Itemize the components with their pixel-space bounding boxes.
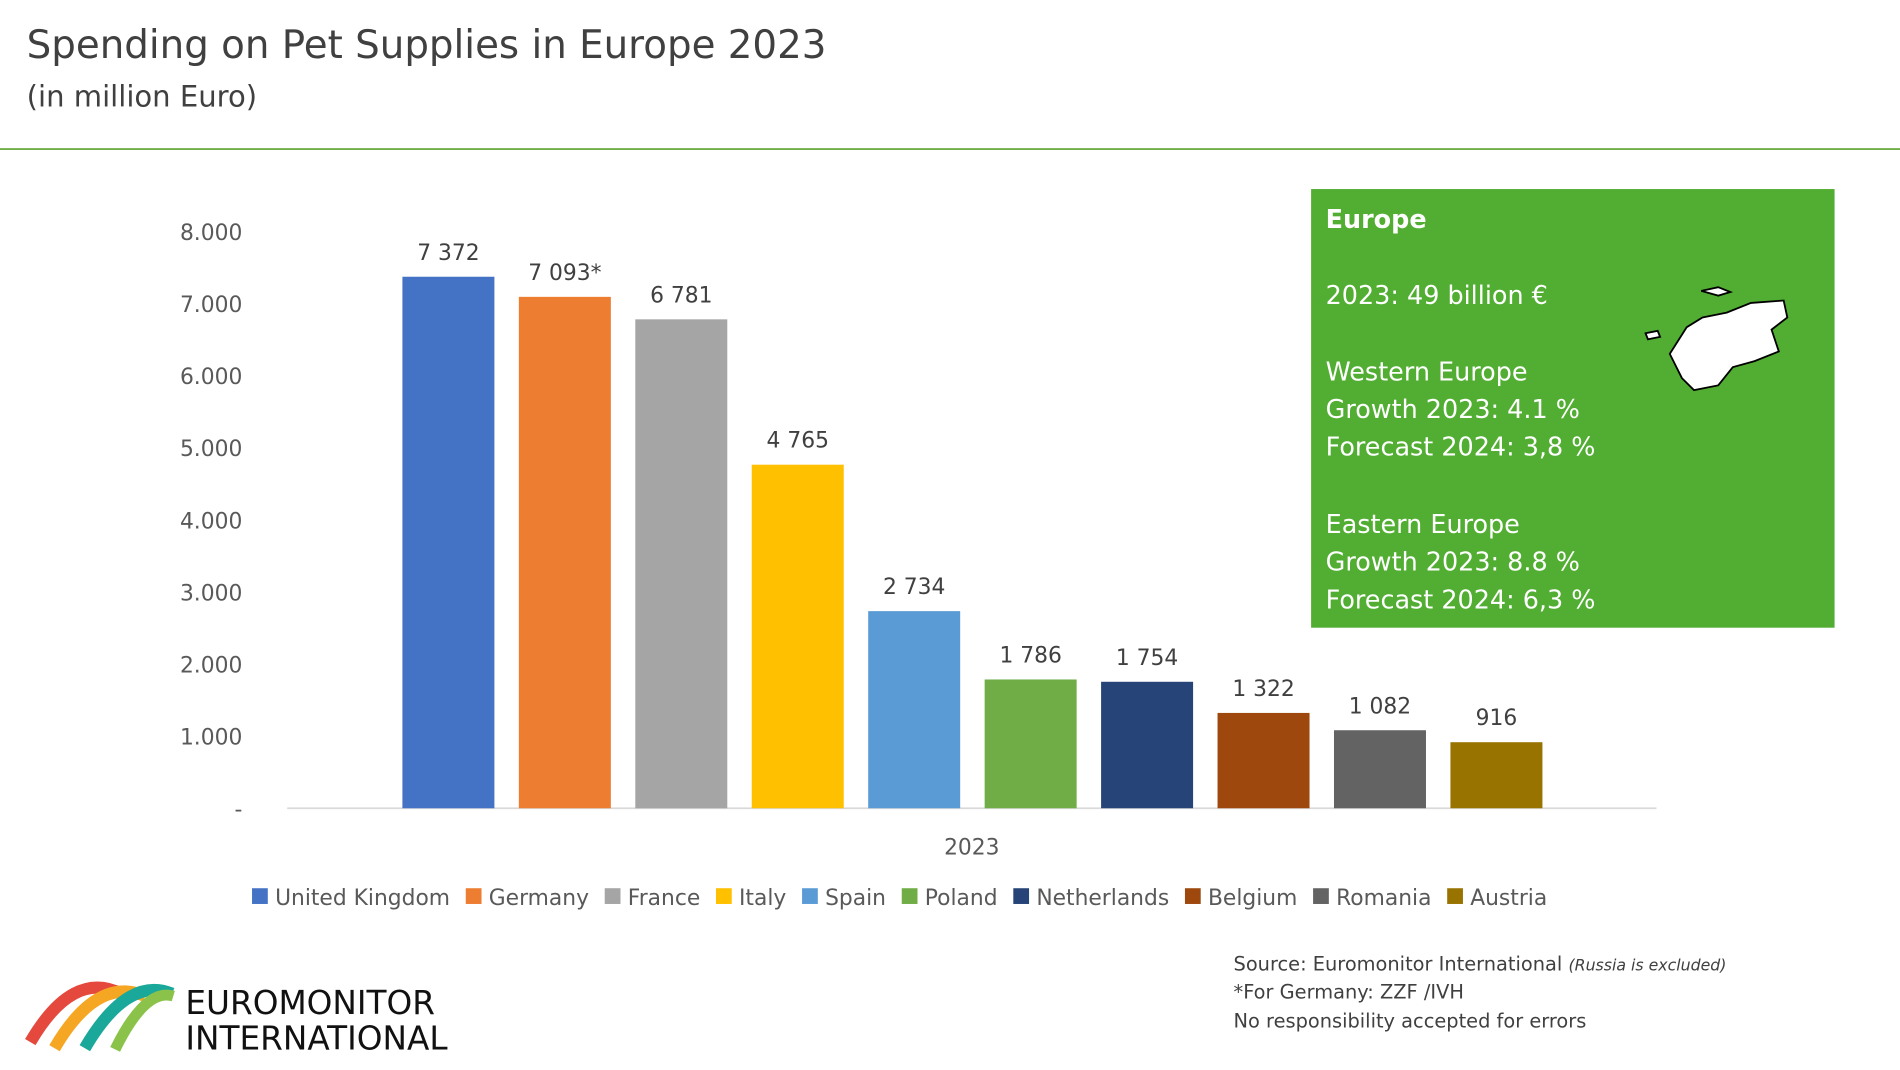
legend-swatch bbox=[1013, 888, 1030, 904]
value-label: 916 bbox=[1476, 706, 1518, 731]
legend-swatch bbox=[1313, 888, 1329, 904]
x-tick-label: 2023 bbox=[944, 835, 999, 860]
source-note: (Russia is excluded) bbox=[1568, 956, 1726, 975]
legend-label: Austria bbox=[1470, 886, 1547, 911]
logo-text: INTERNATIONAL bbox=[185, 1019, 448, 1057]
value-label: 7 093* bbox=[528, 261, 601, 286]
legend-label: Italy bbox=[739, 886, 786, 911]
legend-label: Netherlands bbox=[1036, 886, 1169, 911]
legend-label: United Kingdom bbox=[275, 886, 450, 911]
info-line: Growth 2023: 8.8 % bbox=[1326, 547, 1580, 577]
value-label: 7 372 bbox=[417, 241, 479, 266]
legend-swatch bbox=[1184, 888, 1201, 904]
bar bbox=[518, 296, 611, 809]
y-tick-label: 7.000 bbox=[180, 293, 242, 318]
bar bbox=[751, 464, 844, 809]
logo-text: EUROMONITOR bbox=[185, 984, 435, 1022]
value-label: 1 082 bbox=[1349, 694, 1411, 719]
value-label: 6 781 bbox=[650, 283, 712, 308]
bar bbox=[1333, 730, 1426, 809]
bar bbox=[868, 611, 961, 809]
info-box-bg bbox=[1311, 189, 1835, 628]
logo: EUROMONITOR INTERNATIONAL bbox=[25, 981, 448, 1057]
germany-note: *For Germany: ZZF /IVH bbox=[1234, 980, 1464, 1003]
source-text: Source: Euromonitor International bbox=[1234, 953, 1563, 976]
bar bbox=[1450, 742, 1543, 809]
legend-label: Poland bbox=[925, 886, 998, 911]
value-label: 1 786 bbox=[999, 644, 1061, 669]
info-line: Western Europe bbox=[1326, 357, 1528, 387]
europe-map bbox=[1644, 286, 1789, 392]
info-title: Europe bbox=[1326, 204, 1427, 234]
bar bbox=[402, 276, 495, 809]
y-tick-label: 6.000 bbox=[180, 365, 242, 390]
legend-swatch bbox=[252, 888, 268, 904]
subtitle: (in million Euro) bbox=[27, 80, 257, 114]
value-label: 4 765 bbox=[767, 429, 829, 454]
footer: Source: Euromonitor International (Russi… bbox=[1234, 953, 1727, 1033]
y-tick-label: 8.000 bbox=[180, 221, 242, 246]
bar bbox=[984, 679, 1077, 809]
source: Source: Euromonitor International (Russi… bbox=[1234, 953, 1727, 976]
y-tick-label: 4.000 bbox=[180, 509, 242, 534]
legend-label: Germany bbox=[489, 886, 589, 911]
value-label: 1 322 bbox=[1232, 677, 1294, 702]
legend-swatch bbox=[604, 888, 621, 904]
legend-label: France bbox=[628, 886, 700, 911]
info-line: Forecast 2024: 3,8 % bbox=[1326, 432, 1596, 462]
title: Spending on Pet Supplies in Europe 2023 bbox=[27, 23, 827, 68]
bar bbox=[1101, 681, 1194, 809]
y-tick-label: 3.000 bbox=[180, 581, 242, 606]
legend-swatch bbox=[465, 888, 482, 904]
info-line: Eastern Europe bbox=[1326, 509, 1520, 539]
logo-arc bbox=[110, 989, 175, 1052]
y-tick-label: - bbox=[234, 798, 242, 823]
legend-label: Belgium bbox=[1208, 886, 1297, 911]
y-tick-label: 5.000 bbox=[180, 437, 242, 462]
disclaimer: No responsibility accepted for errors bbox=[1234, 1010, 1587, 1033]
bar bbox=[1217, 712, 1310, 809]
info-box: Europe 2023: 49 billion € Western Europe… bbox=[1311, 189, 1835, 628]
legend-swatch bbox=[715, 888, 732, 904]
value-label: 1 754 bbox=[1116, 646, 1178, 671]
legend-swatch bbox=[802, 888, 818, 904]
legend-label: Romania bbox=[1336, 886, 1431, 911]
legend-swatch bbox=[1447, 888, 1463, 904]
bar bbox=[635, 319, 728, 809]
y-tick-label: 2.000 bbox=[180, 654, 242, 679]
info-line: 2023: 49 billion € bbox=[1326, 280, 1548, 310]
info-line: Forecast 2024: 6,3 % bbox=[1326, 584, 1596, 614]
y-tick-label: 1.000 bbox=[180, 726, 242, 751]
legend-label: Spain bbox=[825, 886, 886, 911]
value-label: 2 734 bbox=[883, 575, 945, 600]
legend-swatch bbox=[901, 888, 918, 904]
info-line: Growth 2023: 4.1 % bbox=[1326, 394, 1580, 424]
